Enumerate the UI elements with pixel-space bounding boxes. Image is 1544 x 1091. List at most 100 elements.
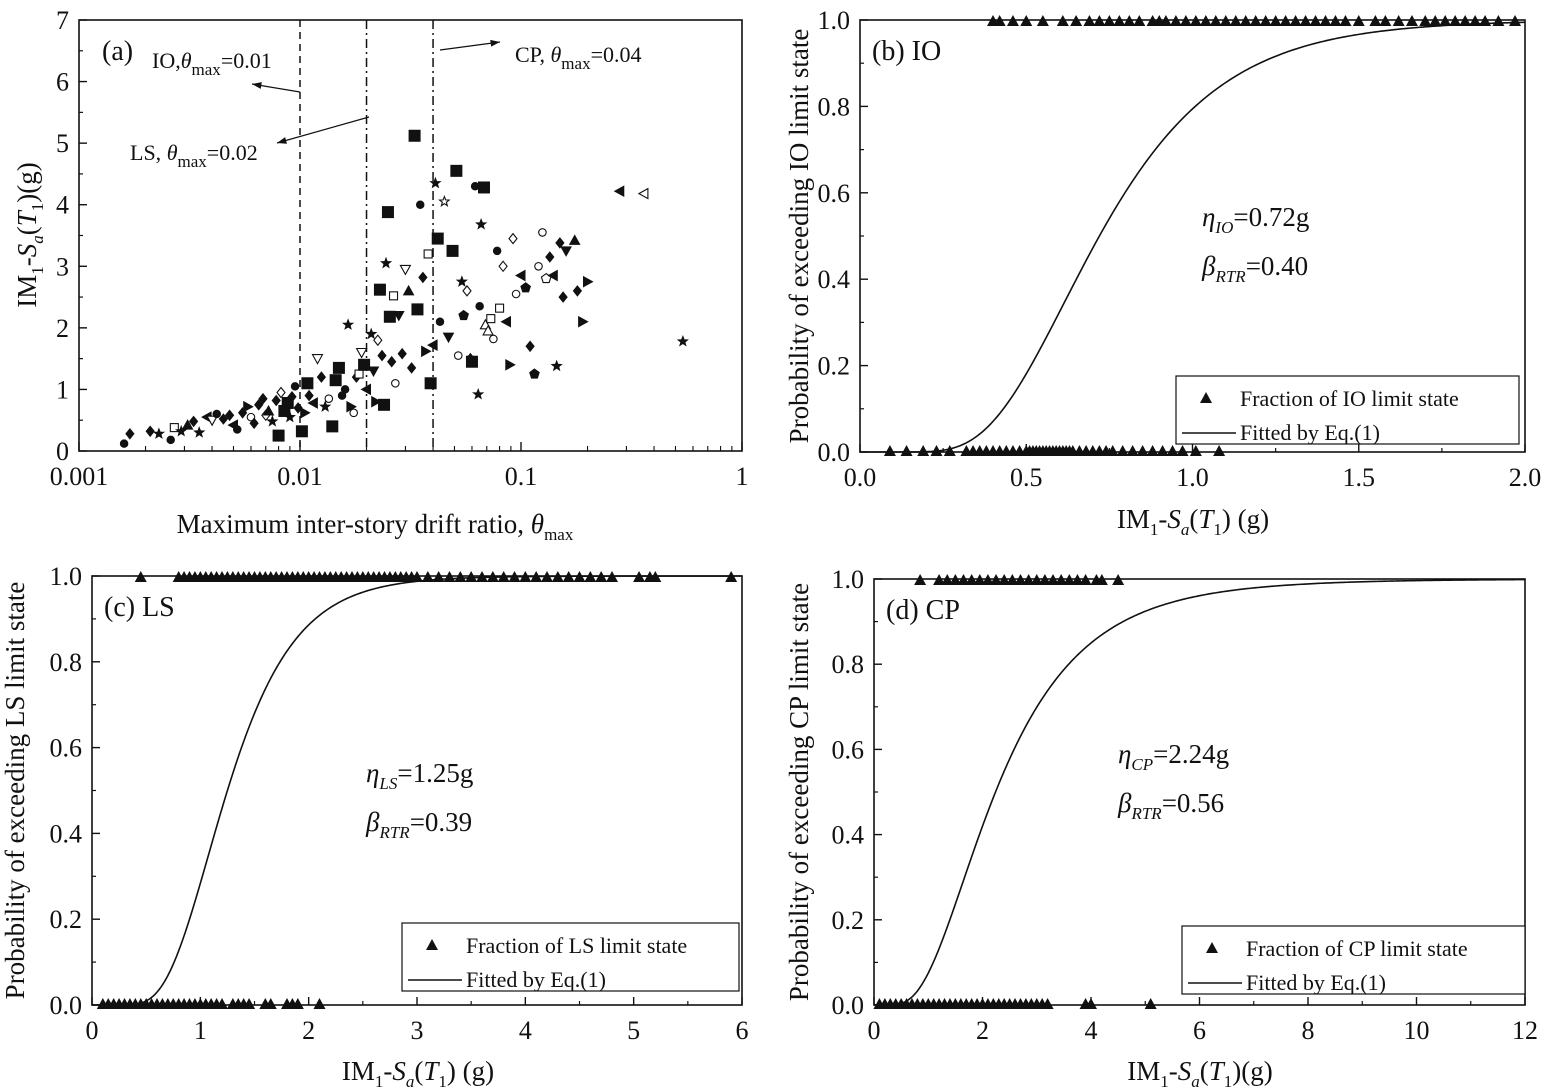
x-axis-label-part: IM: [1127, 1056, 1160, 1086]
data-point: [206, 415, 219, 427]
data-point: [520, 282, 531, 293]
x-axis-label-part: -: [1169, 1056, 1178, 1086]
fraction-point-one: [1189, 15, 1202, 26]
y-axis-label-part: -: [12, 257, 42, 266]
fraction-point-one: [1030, 574, 1043, 585]
fraction-point-one: [443, 571, 456, 582]
fraction-point-one: [1469, 15, 1482, 26]
data-point: [387, 355, 397, 368]
io-annotation: IO,θmax=0.01: [152, 48, 272, 79]
fraction-point-zero: [1213, 445, 1226, 456]
beta-annotation-part: β: [1117, 788, 1132, 818]
data-point: [276, 386, 286, 399]
x-axis-label-part: T: [1198, 504, 1215, 534]
data-point: [475, 217, 488, 230]
fraction-point-one: [1509, 15, 1522, 26]
eta-annotation-part: CP: [1131, 755, 1153, 774]
fraction-point-zero: [1156, 445, 1169, 456]
fraction-point-one: [530, 571, 543, 582]
data-point: [152, 427, 166, 439]
data-point: [534, 261, 543, 271]
eta-annotation-part: η: [366, 758, 379, 788]
fraction-point-one: [965, 574, 978, 585]
data-point: [450, 164, 463, 177]
fraction-point-zero: [1146, 445, 1159, 456]
data-point: [319, 400, 332, 412]
beta-annotation-part: =0.39: [410, 807, 472, 837]
data-point: [397, 347, 407, 360]
data-point: [495, 303, 505, 313]
fraction-point-one: [1259, 15, 1272, 26]
y-tick-label: 5: [56, 129, 69, 158]
y-axis-label: Probability of exceeding CP limit state: [784, 583, 814, 1001]
cp-arrow-head: [490, 39, 500, 47]
eta-annotation: ηIO=0.72g: [1202, 202, 1309, 237]
fraction-point-zero: [943, 445, 956, 456]
x-tick-label: 0: [868, 1016, 881, 1045]
y-tick-label: 6: [56, 68, 69, 97]
data-point: [271, 394, 281, 407]
x-axis-label-part: (: [1200, 1056, 1209, 1086]
eta-annotation-part: η: [1118, 739, 1131, 769]
data-point: [498, 260, 508, 273]
fraction-point-one: [1103, 15, 1116, 26]
fraction-point-one: [1056, 15, 1069, 26]
data-point: [166, 435, 175, 445]
fraction-point-one: [1113, 15, 1126, 26]
x-tick-label: 4: [519, 1016, 532, 1045]
data-point: [326, 420, 339, 433]
eta-annotation-part: η: [1202, 202, 1215, 232]
data-point: [246, 412, 256, 422]
x-axis-label-part: 1: [1160, 1072, 1169, 1091]
x-axis-label-part: IM: [1117, 504, 1150, 534]
plot-frame: [78, 19, 743, 452]
fraction-point-one: [1038, 574, 1051, 585]
data-point: [224, 409, 235, 422]
data-point: [482, 324, 495, 336]
data-point: [438, 195, 451, 207]
data-point: [514, 269, 526, 282]
fraction-point-one: [1379, 15, 1392, 26]
data-point: [406, 362, 417, 374]
fraction-point-one: [1047, 574, 1060, 585]
fraction-point-one: [1329, 15, 1342, 26]
y-tick-label: 0.4: [832, 821, 865, 850]
x-tick-label: 1: [736, 462, 749, 491]
beta-annotation-part: RTR: [1214, 267, 1246, 286]
fraction-point-one: [998, 574, 1011, 585]
io-annotation-part: max: [192, 60, 222, 79]
legend-triangle-icon: [426, 939, 438, 950]
y-tick-label: 0.8: [818, 92, 851, 121]
eta-annotation-part: =0.72g: [1233, 202, 1309, 232]
data-point: [392, 311, 405, 322]
x-axis-label: IM1-Sa(T1)(g): [1127, 1056, 1273, 1091]
y-tick-label: 1.0: [818, 6, 851, 35]
data-point: [423, 249, 433, 259]
data-point: [311, 354, 324, 365]
legend-item-fitted: Fitted by Eq.(1): [1246, 970, 1386, 995]
x-tick-label: 0.5: [1010, 463, 1043, 492]
data-point: [169, 423, 179, 433]
fraction-point-one: [1020, 15, 1033, 26]
y-axis-label-part: S: [12, 243, 42, 257]
fraction-point-zero: [216, 998, 228, 1009]
legend-item-fraction: Fraction of LS limit state: [466, 933, 687, 958]
beta-annotation-part: =0.56: [1162, 788, 1224, 818]
fraction-point-one: [1071, 574, 1084, 585]
data-point: [354, 369, 364, 379]
x-axis-label-part: a: [1181, 520, 1190, 539]
data-point: [462, 285, 472, 297]
data-point: [470, 181, 480, 191]
io-annotation-part: IO,: [152, 48, 181, 73]
fraction-point-one: [1392, 15, 1405, 26]
ls-annotation-part: θ: [167, 140, 178, 165]
data-point: [266, 414, 279, 427]
y-tick-label: 0.2: [832, 906, 865, 935]
y-tick-label: 0: [56, 437, 69, 466]
fraction-point-zero: [1189, 445, 1202, 456]
data-point: [119, 439, 129, 448]
eta-annotation-part: LS: [378, 774, 397, 793]
y-tick-label: 0.2: [50, 905, 83, 934]
panel-c: 0.0 0.2 0.4 0.6 0.8 1.0 0 1 2 3 4 5 6 (c) LS ηLS=1.25g…: [0, 562, 749, 1091]
eta-annotation-part: IO: [1214, 218, 1233, 237]
